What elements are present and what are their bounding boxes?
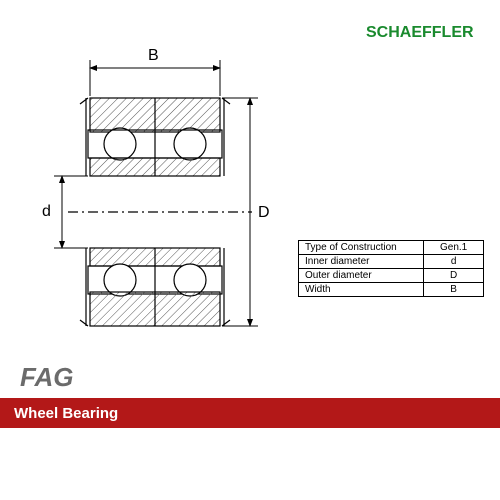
canvas: SCHAEFFLER FAG Wheel Bearing <box>0 0 500 500</box>
table-row: Width B <box>299 283 484 297</box>
table-row: Type of Construction Gen.1 <box>299 241 484 255</box>
cell-label: Outer diameter <box>299 269 424 283</box>
cell-label: Type of Construction <box>299 241 424 255</box>
table-row: Outer diameter D <box>299 269 484 283</box>
title-text: Wheel Bearing <box>14 405 118 422</box>
cell-value: D <box>424 269 484 283</box>
cell-value: Gen.1 <box>424 241 484 255</box>
brand-schaeffler: SCHAEFFLER <box>366 24 474 42</box>
dim-label-d: d <box>42 203 51 221</box>
dim-label-B: B <box>148 47 159 65</box>
table-row: Inner diameter d <box>299 255 484 269</box>
bearing-drawing <box>28 52 282 344</box>
cell-label: Width <box>299 283 424 297</box>
spec-table: Type of Construction Gen.1 Inner diamete… <box>298 240 484 297</box>
brand-fag: FAG <box>20 362 73 393</box>
cell-value: d <box>424 255 484 269</box>
cell-value: B <box>424 283 484 297</box>
dim-label-D: D <box>258 204 270 222</box>
title-bar: Wheel Bearing <box>0 398 500 428</box>
cell-label: Inner diameter <box>299 255 424 269</box>
